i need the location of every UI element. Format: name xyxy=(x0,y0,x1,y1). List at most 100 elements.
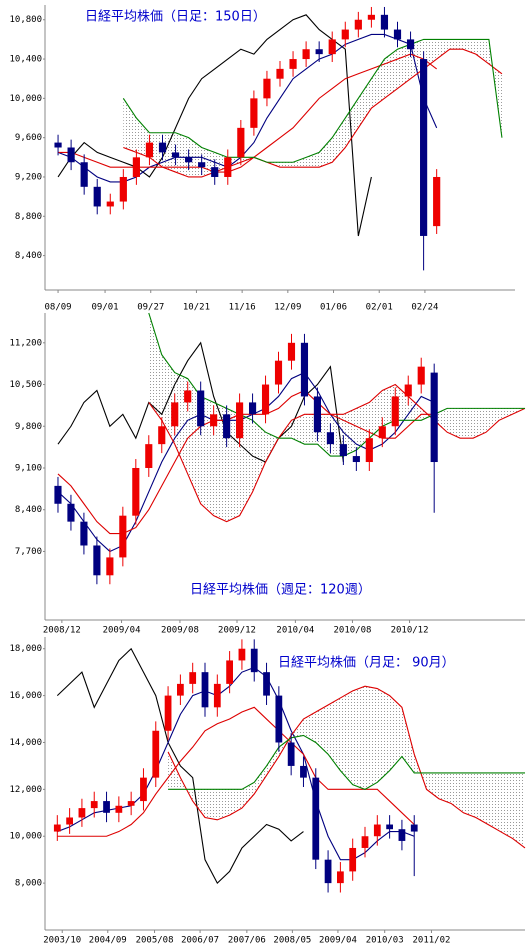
candle-body xyxy=(274,360,283,385)
candle-body xyxy=(261,384,270,415)
candle-body xyxy=(103,801,110,813)
candle-body xyxy=(115,805,123,813)
candle-body xyxy=(354,19,362,30)
candle-body xyxy=(90,801,98,809)
candle-body xyxy=(339,444,347,457)
y-tick-label: 10,500 xyxy=(9,380,42,390)
candle-body xyxy=(349,847,357,872)
candle-body xyxy=(250,648,258,673)
y-tick-label: 8,400 xyxy=(15,505,42,515)
candle-body xyxy=(211,167,219,177)
candle-body xyxy=(185,157,193,163)
x-tick-label: 02/01 xyxy=(366,303,393,313)
x-tick-label: 2010/08 xyxy=(333,626,371,636)
y-tick-label: 9,100 xyxy=(15,463,42,473)
candle-body xyxy=(287,742,295,766)
candle-body xyxy=(276,68,284,79)
candle-body xyxy=(224,157,232,177)
x-tick-label: 2006/07 xyxy=(181,936,219,946)
candle-body xyxy=(132,467,140,516)
y-tick-label: 8,400 xyxy=(15,251,42,261)
line xyxy=(148,312,525,457)
candle-body xyxy=(367,14,375,20)
candle-body xyxy=(410,824,418,832)
candle-body xyxy=(210,414,218,427)
y-tick-label: 10,000 xyxy=(9,94,42,104)
candle-body xyxy=(223,414,231,439)
candle-body xyxy=(140,777,147,802)
line xyxy=(148,383,526,523)
candle-body xyxy=(237,127,245,158)
y-tick-label: 18,000 xyxy=(9,644,42,654)
x-tick-label: 2010/12 xyxy=(391,626,429,636)
candle-body xyxy=(391,396,399,427)
candle-body xyxy=(373,824,381,837)
x-tick-label: 10/21 xyxy=(183,303,210,313)
candle-body xyxy=(145,142,154,158)
candle-body xyxy=(106,557,114,576)
candle-body xyxy=(238,648,246,661)
candle-body xyxy=(132,157,140,177)
candle-body xyxy=(300,765,307,778)
candle-body xyxy=(404,384,412,397)
cloud xyxy=(168,686,526,848)
candle-body xyxy=(313,396,321,433)
x-tick-label: 12/09 xyxy=(274,303,301,313)
candle-body xyxy=(145,444,153,468)
x-tick-label: 11/16 xyxy=(229,303,256,313)
candle-body xyxy=(341,29,349,40)
candle-body xyxy=(430,372,438,463)
candle-body xyxy=(106,201,114,207)
candle-body xyxy=(184,390,192,403)
candle-body xyxy=(263,672,270,696)
x-tick-label: 2008/05 xyxy=(273,936,311,946)
candle-body xyxy=(263,78,271,99)
x-tick-label: 2009/08 xyxy=(161,626,199,636)
x-tick-label: 2009/04 xyxy=(319,936,357,946)
candle-body xyxy=(275,695,283,743)
candle-body xyxy=(378,426,386,439)
candle-body xyxy=(78,808,86,818)
candle-body xyxy=(380,14,389,30)
candle-body xyxy=(226,660,233,684)
candle-body xyxy=(213,683,221,708)
chart-title: 日経平均株価（月足： 90月） xyxy=(278,656,455,671)
candle-body xyxy=(417,366,425,385)
x-tick-label: 2010/04 xyxy=(276,626,314,636)
candle-body xyxy=(54,485,62,504)
line xyxy=(122,38,503,163)
candle-body xyxy=(352,456,360,463)
candle-body xyxy=(386,824,393,830)
candle-body xyxy=(67,503,75,522)
x-tick-label: 09/27 xyxy=(137,303,164,313)
line xyxy=(57,341,344,463)
x-tick-label: 2010/03 xyxy=(366,936,404,946)
candle-body xyxy=(93,186,101,207)
y-tick-label: 16,000 xyxy=(9,691,42,701)
candle-body xyxy=(300,342,309,397)
candle-body xyxy=(53,824,61,832)
candle-body xyxy=(361,836,369,848)
y-tick-label: 10,800 xyxy=(9,15,42,25)
candle-body xyxy=(127,801,135,806)
y-tick-label: 11,200 xyxy=(9,338,42,348)
y-tick-label: 9,800 xyxy=(15,422,42,432)
candle-body xyxy=(328,39,336,55)
candle-body xyxy=(54,142,62,148)
candle-body xyxy=(302,49,310,60)
y-tick-label: 9,200 xyxy=(15,172,42,182)
cloud xyxy=(123,39,502,177)
candle-body xyxy=(164,695,172,731)
x-tick-label: 02/24 xyxy=(411,303,438,313)
candle-body xyxy=(152,730,160,778)
y-tick-label: 14,000 xyxy=(9,738,42,748)
candle-body xyxy=(287,342,296,361)
line xyxy=(123,48,503,178)
x-tick-label: 08/09 xyxy=(45,303,72,313)
candle-body xyxy=(66,817,73,825)
candle-body xyxy=(197,390,205,427)
candle-body xyxy=(119,176,127,202)
candle-body xyxy=(315,49,323,55)
candle-body xyxy=(201,672,209,708)
candle-body xyxy=(406,39,415,50)
